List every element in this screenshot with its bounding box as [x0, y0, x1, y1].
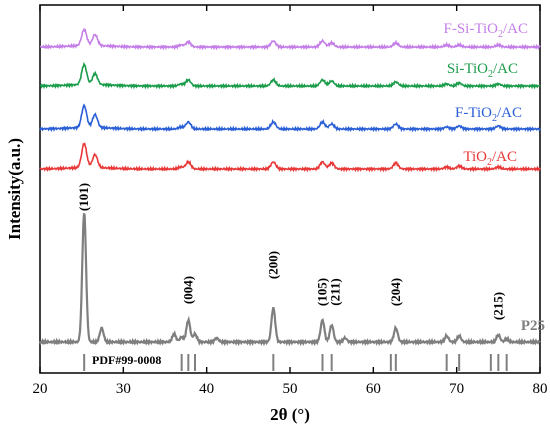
series-line-0	[39, 27, 541, 51]
x-tick-label: 20	[33, 381, 48, 397]
x-axis: 20 30 40 50 60 70 80	[33, 5, 548, 397]
x-tick-label: 30	[116, 381, 131, 397]
x-axis-title: 2θ (°)	[270, 405, 310, 424]
hkl-label: (215)	[490, 292, 505, 320]
series-line-2	[39, 103, 541, 133]
x-tick-label: 50	[283, 381, 298, 397]
series-label-0: F-Si-TiO2/AC	[444, 21, 529, 40]
hkl-label: (204)	[388, 278, 403, 306]
hkl-label: (211)	[328, 278, 343, 305]
series-label-3: TiO2/AC	[463, 149, 517, 168]
x-tick-label: 80	[533, 381, 548, 397]
x-tick-label: 40	[199, 381, 214, 397]
series-label-1: Si-TiO2/AC	[447, 61, 518, 80]
x-tick-label: 60	[366, 381, 381, 397]
series-line-4	[38, 212, 541, 347]
x-tick-label: 70	[449, 381, 464, 397]
y-axis-title: Intensity(a.u.)	[5, 138, 24, 240]
label-layer: F-Si-TiO2/AC Si-TiO2/AC F-TiO2/AC TiO2/AC P2…	[76, 21, 545, 334]
hkl-label: (200)	[265, 251, 280, 279]
series-line-3	[39, 142, 541, 173]
hkl-label: (101)	[76, 183, 91, 211]
series-label-2: F-TiO2/AC	[455, 105, 522, 124]
hkl-label: (105)	[315, 278, 330, 306]
series-label-4: P25	[521, 318, 545, 334]
hkl-label: (004)	[180, 276, 195, 304]
reference-label: PDF#99-0008	[92, 353, 161, 367]
series-line-1	[39, 62, 541, 90]
reference-pattern: PDF#99-0008	[83, 353, 508, 371]
series-layer	[38, 27, 541, 347]
